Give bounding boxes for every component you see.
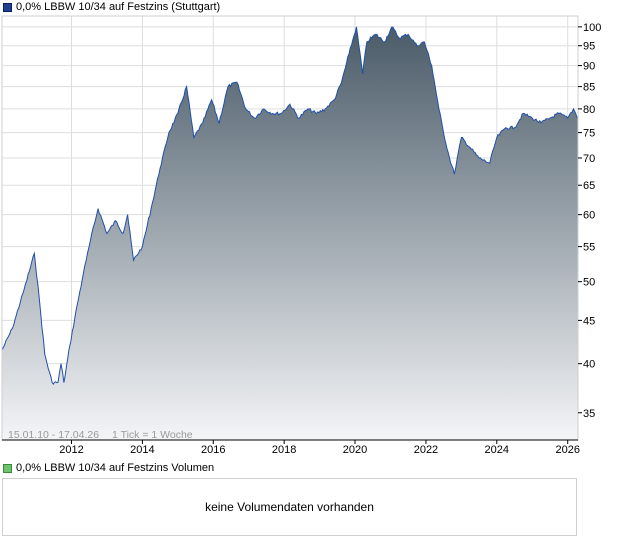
x-tick-label: 2016 [201,444,225,456]
volume-panel: keine Volumendaten vorhanden [2,478,577,536]
x-tick-label: 2018 [272,444,296,456]
date-range-note: 15.01.10 - 17.04.26 [8,429,99,441]
y-tick-label: 75 [583,128,595,140]
x-tick-label: 2026 [555,444,579,456]
x-tick-label: 2022 [414,444,438,456]
volume-legend-label: 0,0% LBBW 10/34 auf Festzins Volumen [16,462,215,474]
y-tick-label: 60 [583,210,595,222]
y-tick-label: 40 [583,359,595,371]
y-tick-label: 55 [583,242,595,254]
y-tick-label: 45 [583,315,595,327]
x-tick-label: 2020 [343,444,367,456]
y-tick-label: 70 [583,153,595,165]
volume-legend: 0,0% LBBW 10/34 auf Festzins Volumen [3,461,214,475]
price-legend-swatch [3,2,12,12]
y-tick-label: 80 [583,104,595,116]
y-tick-label: 90 [583,61,595,73]
y-tick-label: 35 [583,408,595,420]
x-axis: 2012 2014 2016 2018 2020 2022 2024 2026 [2,439,580,456]
volume-legend-swatch [3,463,12,473]
price-legend: 0,0% LBBW 10/34 auf Festzins (Stuttgart) [3,0,220,14]
y-tick-label: 65 [583,180,595,192]
price-legend-label: 0,0% LBBW 10/34 auf Festzins (Stuttgart) [16,1,221,13]
x-tick-label: 2014 [130,444,154,456]
y-tick-label: 95 [583,41,595,53]
x-tick-label: 2012 [59,444,83,456]
price-line [2,26,578,385]
y-tick-label: 50 [583,277,595,289]
y-axis: 35 40 45 50 55 60 65 70 75 80 85 90 95 100 [578,22,601,420]
price-area [2,26,578,440]
x-tick-label: 2024 [485,444,509,456]
volume-empty-message: keine Volumendaten vorhanden [205,500,374,514]
y-tick-label: 85 [583,82,595,94]
tick-interval-note: 1 Tick = 1 Woche [112,429,193,441]
y-tick-label: 100 [583,22,601,34]
